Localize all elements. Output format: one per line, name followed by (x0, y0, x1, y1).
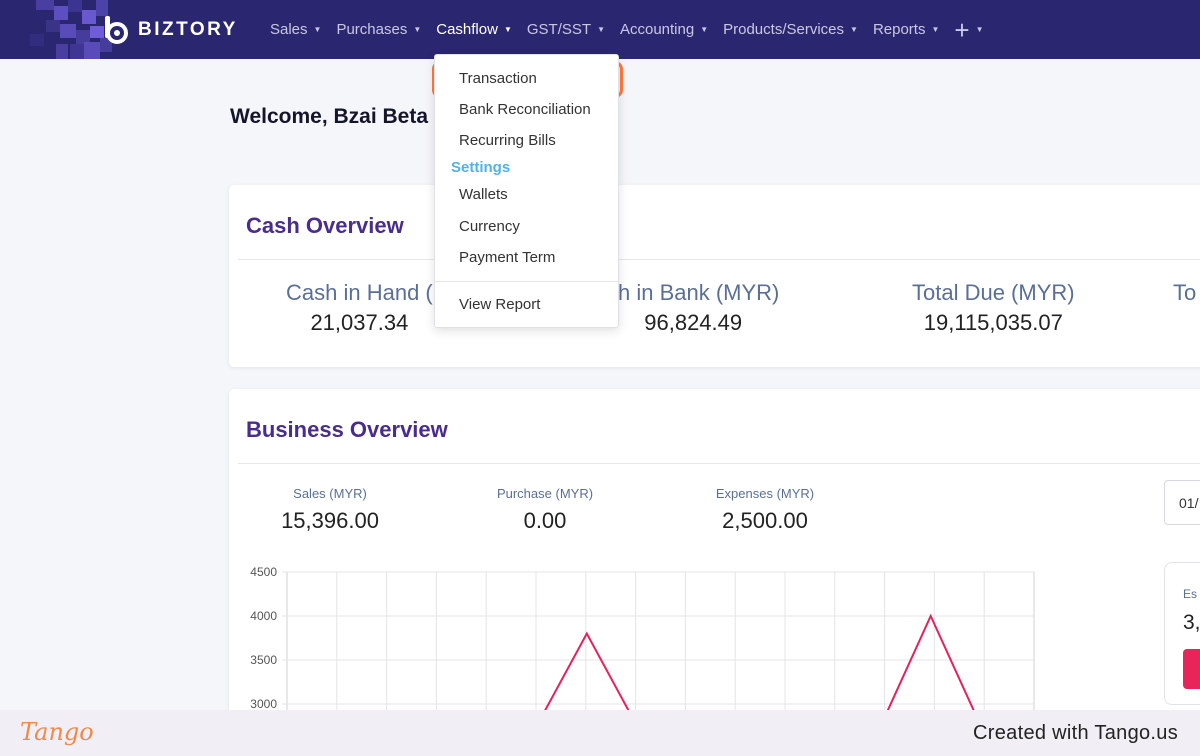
chevron-down-icon: ▼ (313, 25, 322, 34)
nav-products-label: Products/Services (723, 21, 845, 38)
menu-divider (435, 281, 618, 282)
stat-label: Cash in Hand ( (286, 280, 433, 305)
y-tick-label: 4000 (250, 609, 277, 623)
menu-item-transaction[interactable]: Transaction (459, 70, 537, 87)
stat-purchase: Purchase (MYR) 0.00 (455, 486, 635, 534)
tango-credit: Created with Tango.us (973, 722, 1178, 744)
stat-total-due: Total Due (MYR) 19,115,035.07 (912, 280, 1075, 336)
divider (238, 259, 1200, 260)
brand-name: BIZTORY (138, 19, 238, 40)
stat-label: Total Due (MYR) (912, 280, 1075, 305)
y-tick-label: 4500 (250, 565, 277, 579)
business-overview-card: Business Overview Sales (MYR) 15,396.00 … (229, 389, 1200, 729)
stat-label: Purchase (MYR) (496, 486, 594, 501)
cash-overview-title: Cash Overview (246, 213, 404, 238)
nav-reports[interactable]: Reports ▼ (873, 21, 939, 38)
stat-label: Expenses (MYR) (715, 486, 815, 501)
nav-reports-label: Reports (872, 21, 926, 38)
menu-section-settings: Settings (451, 159, 511, 176)
chevron-down-icon: ▼ (850, 25, 858, 34)
stat-expenses: Expenses (MYR) 2,500.00 (675, 486, 855, 534)
nav-cashflow-label: Cashflow (436, 21, 498, 38)
stat-value: 19,115,035.07 (923, 310, 1063, 335)
menu-item-wallets[interactable]: Wallets (459, 186, 508, 203)
nav-cashflow[interactable]: Cashflow ▼ (436, 21, 512, 38)
welcome-heading: Welcome, Bzai Beta (230, 105, 429, 128)
chart-frame (286, 571, 1035, 710)
chevron-down-icon: ▼ (413, 25, 422, 34)
cash-overview-card: Cash Overview Cash in Hand ( 21,037.34 s… (229, 185, 1200, 367)
nav-sales-label: Sales (270, 21, 308, 38)
y-tick-label: 3000 (250, 697, 277, 710)
stat-value: 2,500.00 (722, 508, 808, 533)
date-range-input[interactable]: 01/ (1164, 480, 1200, 525)
biztory-logo[interactable]: BIZTORY (102, 15, 238, 45)
stat-label: To (1173, 280, 1197, 305)
business-overview-title: Business Overview (246, 417, 448, 442)
y-tick-label: 3500 (250, 653, 277, 667)
stat-value: 15,396.00 (281, 508, 379, 533)
stat-cash-in-bank: sh in Bank (MYR) 96,824.49 (607, 280, 779, 336)
stat-cash-in-hand: Cash in Hand ( 21,037.34 (286, 280, 433, 336)
cashflow-dropdown: Transaction Bank Reconciliation Recurrin… (434, 54, 619, 328)
divider (238, 463, 1200, 464)
nav-accounting-label: Accounting (619, 21, 695, 38)
nav-sales[interactable]: Sales ▼ (270, 21, 321, 38)
stat-value: 0.00 (523, 508, 567, 533)
menu-item-currency[interactable]: Currency (459, 218, 520, 235)
menu-item-payment-term[interactable]: Payment Term (459, 249, 556, 266)
stat-value: 21,037.34 (310, 310, 409, 335)
series-line-0 (544, 613, 975, 710)
chevron-down-icon: ▼ (597, 25, 605, 34)
tango-footer: Tango Created with Tango.us (0, 710, 1200, 756)
menu-item-recurring-bills[interactable]: Recurring Bills (459, 132, 556, 149)
nav-products-services[interactable]: Products/Services ▼ (723, 21, 858, 38)
top-navbar: BIZTORY Sales ▼ Purchases ▼ Cashflow ▼ GST/… (0, 0, 1200, 59)
stat-sales: Sales (MYR) 15,396.00 (240, 486, 420, 534)
stat-label: sh in Bank (MYR) (607, 280, 780, 305)
nav-add-new[interactable]: + ▼ (954, 14, 984, 45)
estimate-value: 3, (1183, 611, 1200, 634)
stat-value: 96,824.49 (644, 310, 743, 335)
stat-truncated: To (1173, 280, 1196, 306)
estimate-button[interactable] (1183, 649, 1200, 689)
nav-gst-label: GST/SST (526, 21, 592, 38)
stat-label: Sales (MYR) (293, 486, 367, 501)
chevron-down-icon: ▼ (700, 25, 709, 34)
estimate-label: Es (1183, 587, 1198, 601)
business-line-chart: 4500 4000 3500 3000 (250, 565, 1035, 710)
chevron-down-icon: ▼ (931, 25, 940, 34)
nav-purchases[interactable]: Purchases ▼ (336, 21, 421, 38)
estimate-card: Es 3, (1164, 562, 1200, 705)
menu-item-view-report[interactable]: View Report (459, 296, 541, 313)
plus-icon: + (954, 14, 970, 45)
nav-menu: Sales ▼ Purchases ▼ Cashflow ▼ GST/SST ▼ Acc… (270, 0, 999, 59)
nav-accounting[interactable]: Accounting ▼ (620, 21, 708, 38)
tango-logo: Tango (20, 718, 94, 746)
pixel-pattern-decoration (30, 0, 112, 59)
nav-purchases-label: Purchases (336, 21, 408, 38)
chevron-down-icon: ▼ (975, 25, 984, 34)
chevron-down-icon: ▼ (503, 25, 512, 34)
biztory-logo-icon (105, 16, 128, 44)
nav-gst-sst[interactable]: GST/SST ▼ (527, 21, 605, 38)
menu-item-bank-reconciliation[interactable]: Bank Reconciliation (459, 101, 591, 118)
